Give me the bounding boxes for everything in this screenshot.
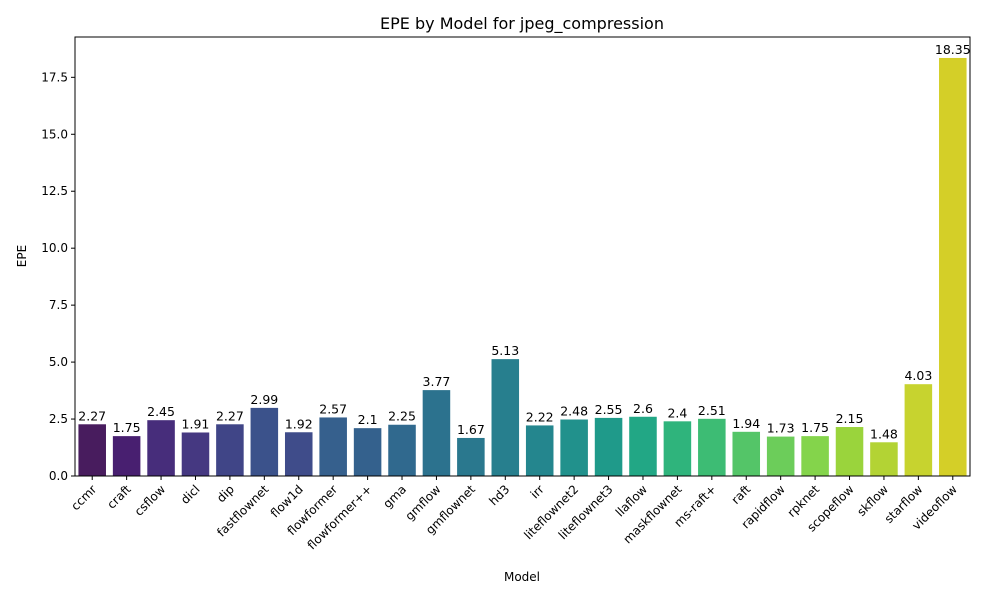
chart-title: EPE by Model for jpeg_compression (380, 14, 664, 34)
y-tick-label: 7.5 (49, 298, 68, 312)
bar-gmflownet (457, 437, 485, 476)
plot-frame (74, 36, 971, 477)
value-label: 1.94 (732, 416, 760, 431)
x-tick-label: irr (528, 482, 547, 501)
value-label: 1.75 (113, 420, 141, 435)
x-tick-label: hd3 (486, 482, 512, 508)
x-tick-label: gma (380, 482, 409, 511)
bar-flowformer++ (353, 428, 382, 476)
y-tick-label: 17.5 (41, 70, 68, 84)
y-tick-label: 12.5 (41, 184, 68, 198)
value-label: 1.75 (801, 420, 829, 435)
y-tick-label: 15.0 (41, 127, 68, 141)
value-label: 2.4 (667, 405, 687, 420)
x-tick-label: raft (729, 482, 754, 507)
x-tick-label: dip (214, 482, 237, 505)
bar-ccmr (78, 424, 106, 476)
value-label: 2.99 (250, 392, 278, 407)
x-tick-label: craft (104, 482, 134, 512)
bar-csflow (147, 420, 175, 476)
value-label: 2.22 (526, 409, 554, 424)
bar-ms-raft+ (698, 418, 726, 476)
bar-liteflownet2 (560, 419, 588, 476)
value-label: 2.27 (78, 408, 106, 423)
x-tick-label: dicl (178, 482, 203, 507)
value-label: 2.15 (836, 411, 864, 426)
bar-dip (216, 424, 244, 476)
y-tick-label: 5.0 (49, 355, 68, 369)
value-label: 2.6 (633, 401, 653, 416)
y-tick-label: 2.5 (49, 412, 68, 426)
bar-starflow (904, 384, 933, 476)
y-tick-label: 0.0 (49, 469, 68, 483)
bar-scopeflow (835, 427, 864, 476)
value-label: 1.92 (285, 416, 313, 431)
y-tick-label: 10.0 (41, 241, 68, 255)
value-label: 2.57 (319, 401, 347, 416)
value-label: 5.13 (491, 343, 519, 358)
value-label: 2.48 (560, 404, 588, 419)
bar-rapidflow (766, 436, 795, 476)
bar-irr (525, 425, 554, 476)
bar-gma (388, 424, 416, 476)
bar-videoflow (939, 57, 967, 476)
value-label: 2.1 (358, 412, 378, 427)
bar-dicl (181, 432, 210, 476)
value-label: 1.67 (457, 422, 485, 437)
bar-skflow (870, 442, 898, 476)
bar-liteflownet3 (594, 417, 623, 476)
bar-llaflow (629, 416, 657, 476)
bar-rpknet (801, 436, 829, 476)
value-label: 4.03 (904, 368, 932, 383)
value-label: 1.48 (870, 426, 898, 441)
bar-maskflownet (663, 421, 692, 476)
bar-craft (112, 436, 141, 476)
value-label: 2.55 (595, 402, 623, 417)
value-label: 3.77 (423, 374, 451, 389)
bar-gmflow (422, 390, 451, 476)
bar-raft (732, 431, 761, 476)
bar-hd3 (491, 359, 520, 476)
bar-fastflownet (250, 407, 279, 476)
value-label: 2.51 (698, 403, 726, 418)
bar-flowformer (319, 417, 347, 476)
bar-flow1d (284, 432, 313, 476)
x-axis-label: Model (504, 570, 540, 584)
value-label: 2.27 (216, 408, 244, 423)
value-label: 1.91 (182, 416, 210, 431)
y-axis-label: EPE (15, 245, 29, 267)
value-label: 2.45 (147, 404, 175, 419)
x-tick-label: ccmr (68, 482, 99, 513)
value-label: 2.25 (388, 409, 416, 424)
value-label: 18.35 (935, 42, 971, 57)
x-tick-label: csflow (132, 482, 169, 519)
value-label: 1.73 (767, 421, 795, 436)
plot-area: 2.27 1.75 2.45 1.91 2.27 2.99 1.92 2.57 2.1 2.25 3… (41, 36, 971, 552)
